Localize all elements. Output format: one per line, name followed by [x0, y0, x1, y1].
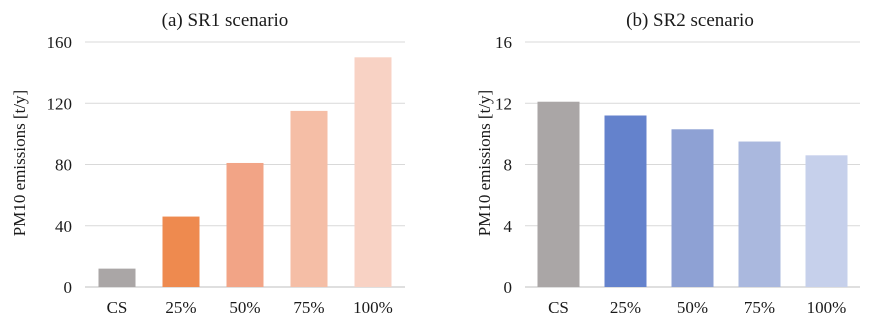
- x-tick-label: 75%: [744, 298, 775, 317]
- x-tick-label: 75%: [293, 298, 324, 317]
- y-tick-label: 40: [55, 217, 72, 236]
- x-tick-label: CS: [107, 298, 128, 317]
- x-tick-label: 50%: [229, 298, 260, 317]
- x-tick-label: CS: [548, 298, 569, 317]
- bar-cs: [98, 268, 136, 287]
- chart-title: (b) SR2 scenario: [626, 10, 754, 31]
- x-tick-labels: CS 25% 50% 75% 100%: [107, 298, 393, 317]
- bars: [537, 101, 848, 287]
- x-tick-label: 25%: [165, 298, 196, 317]
- bar-75pct: [738, 141, 781, 287]
- bar-75pct: [290, 110, 328, 287]
- y-tick-label: 160: [47, 33, 73, 52]
- y-tick-label: 12: [495, 94, 512, 113]
- bar-25pct: [604, 115, 647, 287]
- y-tick-label: 120: [47, 94, 73, 113]
- x-tick-labels: CS 25% 50% 75% 100%: [548, 298, 846, 317]
- x-tick-label: 100%: [353, 298, 393, 317]
- bar-100pct: [354, 57, 392, 287]
- y-tick-label: 0: [64, 278, 73, 297]
- bar-50pct: [226, 162, 264, 287]
- bar-25pct: [162, 216, 200, 287]
- x-tick-label: 100%: [807, 298, 847, 317]
- y-axis-label: PM10 emissions [t/y]: [475, 90, 494, 236]
- chart-panel-sr2: (b) SR2 scenario PM10 emissions [t/y] 0 4…: [475, 10, 860, 317]
- y-tick-label: 0: [504, 278, 513, 297]
- y-axis-label: PM10 emissions [t/y]: [10, 90, 29, 236]
- y-tick-label: 4: [504, 217, 513, 236]
- y-tick-labels: 0 40 80 120 160: [47, 33, 73, 297]
- bar-100pct: [805, 155, 848, 287]
- x-tick-label: 25%: [610, 298, 641, 317]
- y-tick-labels: 0 4 8 12 16: [495, 33, 513, 297]
- chart-title: (a) SR1 scenario: [162, 10, 289, 31]
- y-tick-label: 8: [504, 156, 513, 175]
- chart-panel-sr1: (a) SR1 scenario PM10 emissions [t/y] 0 4…: [10, 10, 405, 317]
- y-tick-label: 80: [55, 156, 72, 175]
- bar-cs: [537, 101, 580, 287]
- bars: [98, 57, 392, 287]
- bar-50pct: [671, 129, 714, 287]
- y-tick-label: 16: [495, 33, 512, 52]
- x-tick-label: 50%: [677, 298, 708, 317]
